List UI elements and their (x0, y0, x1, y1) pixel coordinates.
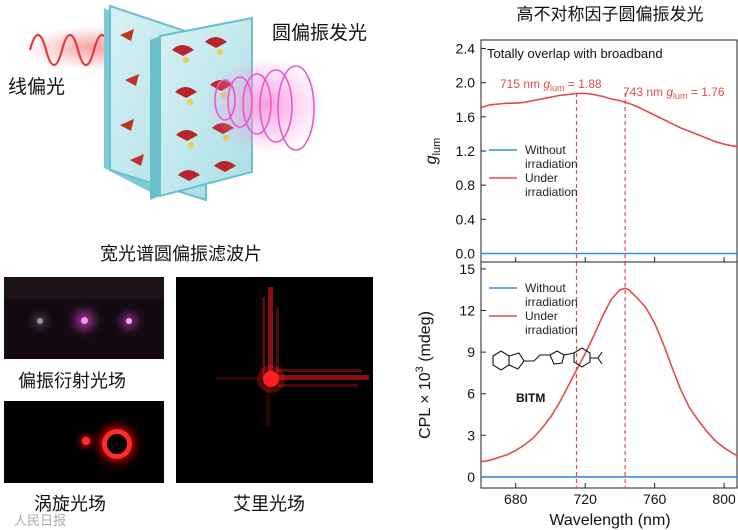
image-band (4, 277, 164, 299)
y-tick-label-cpl: 12 (459, 303, 475, 319)
molecule-bond-5 (573, 347, 591, 368)
series-line-cpl-under (480, 287, 738, 463)
peak-annotation-1: 743 nm glum = 1.76 (623, 85, 725, 101)
plot-frame-glum (480, 39, 738, 263)
x-tick-label: 680 (504, 491, 528, 507)
label-linear-polarized: 线偏光 (8, 76, 66, 98)
y-axis-label-glum: glum (423, 138, 443, 165)
y-tick-label-cpl: 15 (459, 261, 475, 277)
legend-label-glum-1: Under irradiation (525, 171, 578, 199)
glass-plate-front-edge (150, 36, 160, 200)
legend-label-cpl-1: Under irradiation (525, 309, 578, 337)
legend-label-glum-0: Without irradiation (525, 143, 578, 171)
diffraction-spot-1 (37, 318, 43, 324)
x-tick-label: 800 (712, 491, 736, 507)
panel-note: Totally overlap with broadband (487, 46, 663, 61)
vortex-ring (102, 429, 132, 459)
series-line-glum-under (480, 92, 738, 148)
vortex-side-spot (82, 437, 90, 445)
molecule-label: BITM (516, 391, 545, 405)
x-axis-label: Wavelength (nm) (549, 512, 670, 529)
y-tick-label-cpl: 9 (467, 344, 475, 360)
plot-frame-cpl (480, 261, 738, 489)
y-tick-label-glum: 1.2 (456, 143, 476, 159)
diffraction-field-image (4, 277, 164, 359)
legend-label-cpl-0: Without irradiation (525, 281, 578, 309)
y-tick-label-cpl: 3 (467, 427, 475, 443)
cpl-glow (205, 57, 325, 153)
molecule-bond-2 (524, 354, 550, 362)
x-tick-label: 720 (574, 491, 598, 507)
vortex-field-image (4, 401, 164, 483)
molecule-bond-3 (549, 350, 565, 365)
label-vortex: 涡旋光场 (34, 494, 106, 515)
x-tick-label: 760 (643, 491, 667, 507)
y-tick-label-glum: 0.8 (456, 177, 476, 193)
label-airy: 艾里光场 (233, 494, 305, 515)
y-tick-label-glum: 0.0 (456, 245, 476, 261)
y-tick-label-glum: 1.6 (456, 109, 476, 125)
label-cpl-emission: 圆偏振发光 (272, 22, 368, 44)
diffraction-spot-2 (81, 317, 88, 324)
airy-pattern (216, 287, 369, 427)
cpl-chart: 高不对称因子圆偏振发光 0.0 0.4 0.8 1.2 1.6 2.0 2.4 Without i… (414, 5, 738, 529)
label-polarization-diffraction: 偏振衍射光场 (18, 371, 126, 392)
y-tick-label-glum: 2.4 (456, 41, 476, 57)
y-tick-label-glum: 0.4 (456, 211, 476, 227)
label-broadband-filter: 宽光谱圆偏振滤波片 (100, 244, 262, 265)
diffraction-spot-3 (126, 318, 132, 324)
airy-field-image (176, 277, 373, 483)
molecule-bond-1 (508, 352, 525, 370)
cpl-filter-illustration (25, 4, 325, 202)
y-axis-label-cpl: CPL × 103 (mdeg) (414, 311, 434, 439)
molecule-bond-4 (563, 352, 575, 356)
chart-title: 高不对称因子圆偏振发光 (517, 5, 704, 24)
watermark: 人民日报 (14, 514, 67, 529)
molecule-bond-0 (492, 350, 510, 371)
y-tick-label-glum: 2.0 (456, 75, 476, 91)
cpl-helix (214, 65, 315, 151)
molecule-bond-6 (590, 351, 603, 365)
y-tick-label-cpl: 6 (467, 386, 475, 402)
peak-annotation-0: 715 nm glum = 1.88 (500, 77, 602, 93)
y-tick-label-cpl: 0 (467, 469, 475, 485)
